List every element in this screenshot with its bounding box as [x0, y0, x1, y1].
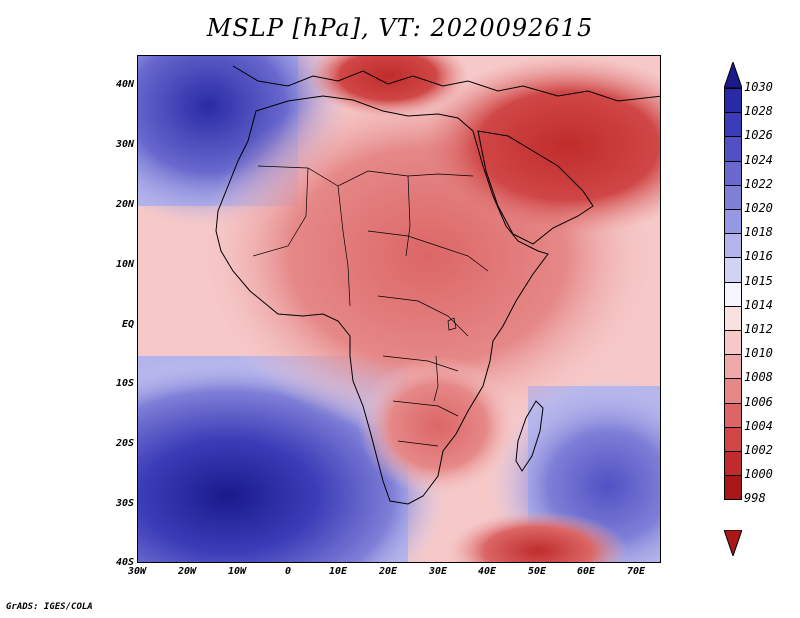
country-borders: [252, 165, 489, 447]
colorbar-swatch: [724, 184, 742, 210]
lon-tick-label: 10W: [227, 566, 247, 577]
colorbar-bottom-arrow: [724, 530, 742, 556]
colorbar-top-arrow: [724, 62, 742, 88]
lon-tick-label: 10E: [328, 566, 348, 577]
europe-coastline: [232, 65, 660, 102]
lon-tick-label: 70E: [626, 566, 646, 577]
colorbar-swatch: [724, 426, 742, 452]
lat-tick-label: 30N: [115, 139, 134, 150]
lat-tick-label: 40N: [115, 79, 134, 90]
colorbar-label: 1006: [744, 394, 773, 409]
colorbar-label: 1015: [744, 273, 773, 288]
africa-coastline: [215, 95, 549, 505]
colorbar-swatch: [724, 160, 742, 186]
colorbar-label: 1022: [744, 176, 773, 191]
lat-tick-label: 20N: [115, 199, 134, 210]
pressure-field: [138, 56, 660, 562]
colorbar-swatch: [724, 330, 742, 356]
lon-tick-label: 50E: [527, 566, 547, 577]
colorbar-label: 1012: [744, 322, 773, 336]
colorbar-label: 998: [744, 491, 766, 506]
lat-tick-label: 30S: [115, 498, 134, 509]
colorbar-label: 1008: [744, 370, 773, 385]
colorbar-swatch: [724, 209, 742, 235]
footer-credit: GrADS: IGES/COLA: [6, 602, 93, 612]
colorbar-swatch: [724, 451, 742, 477]
colorbar-swatch: [724, 354, 742, 380]
map-panel: [137, 55, 661, 563]
lon-tick-label: 60E: [576, 566, 596, 577]
colorbar-label: 1010: [744, 346, 773, 361]
lon-tick-label: 40E: [477, 566, 497, 577]
colorbar-label: 1014: [744, 297, 773, 312]
colorbar-swatch: [724, 378, 742, 404]
colorbar-label: 1028: [744, 104, 773, 119]
lat-tick-label: 10N: [115, 259, 134, 270]
colorbar-swatch: [724, 475, 742, 501]
lat-tick-label: 20S: [115, 438, 134, 449]
madagascar-coastline: [515, 400, 544, 472]
lat-tick-label: EQ: [121, 319, 134, 330]
colorbar-swatch: [724, 305, 742, 331]
colorbar-label: 1016: [744, 249, 773, 264]
colorbar-swatch: [724, 88, 742, 114]
lon-tick-label: 30W: [127, 566, 147, 577]
colorbar-swatch: [724, 257, 742, 283]
map-title: MSLP [hPa], VT: 2020092615: [206, 14, 594, 42]
colorbar-swatch: [724, 136, 742, 162]
colorbar-label: 1018: [744, 225, 773, 240]
colorbar-label: 1030: [744, 80, 773, 94]
lon-tick-label: 30E: [428, 566, 448, 577]
colorbar-label: 1024: [744, 152, 773, 167]
colorbar-swatch: [724, 233, 742, 259]
colorbar-label: 1000: [744, 467, 773, 482]
lat-tick-label: 40S: [115, 557, 134, 568]
colorbar-label: 1004: [744, 418, 773, 433]
colorbar-label: 1020: [744, 201, 773, 215]
colorbar-swatch: [724, 112, 742, 138]
lon-tick-label: 20E: [378, 566, 398, 577]
colorbar-swatch: [724, 402, 742, 428]
lakes: [433, 317, 457, 402]
colorbar-label: 1002: [744, 443, 773, 457]
arabia-coastline: [477, 130, 594, 245]
colorbar-label: 1026: [744, 128, 773, 143]
lon-tick-label: 20W: [177, 566, 197, 577]
lon-tick-label: 0: [284, 566, 292, 577]
lat-tick-label: 10S: [115, 378, 134, 389]
colorbar-swatch: [724, 281, 742, 307]
